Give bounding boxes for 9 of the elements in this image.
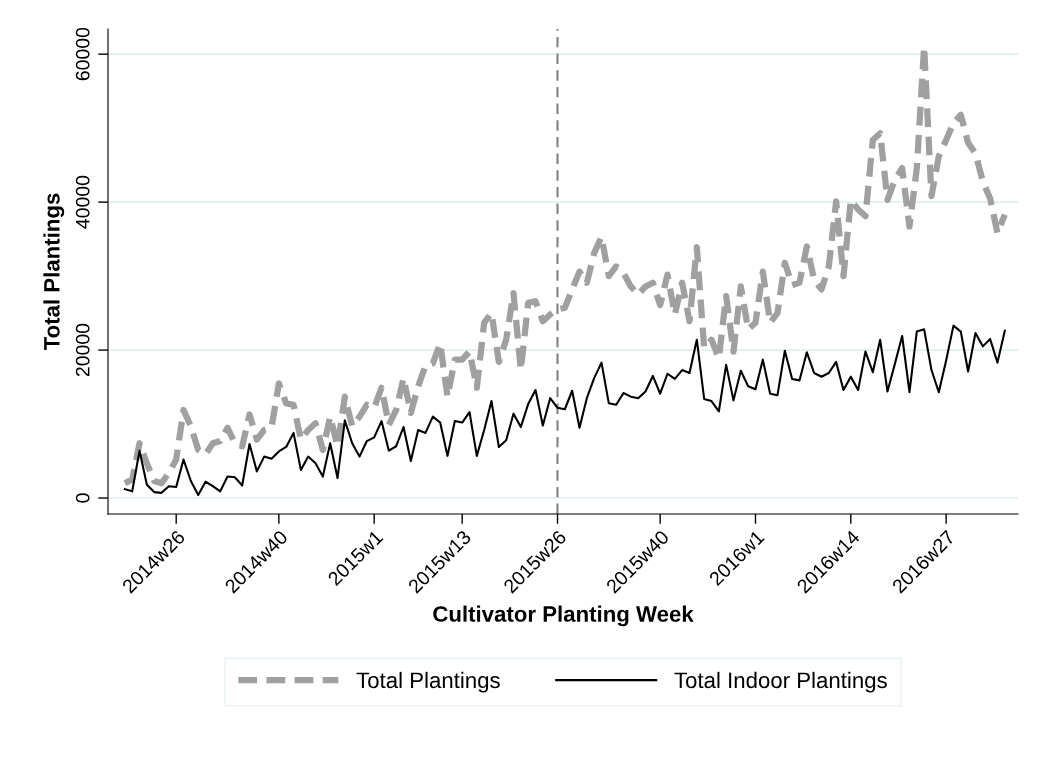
legend-label: Total Indoor Plantings [674, 671, 887, 693]
y-tick-label: 40000 [75, 175, 90, 229]
legend-label: Total Plantings [356, 671, 500, 693]
y-tick-label: 0 [75, 493, 90, 503]
y-tick-label: 20000 [75, 323, 90, 377]
x-axis-title: Cultivator Planting Week [433, 605, 694, 627]
line-series [123, 324, 1006, 497]
y-axis-title: Total Plantings [43, 193, 65, 351]
y-tick-label: 60000 [75, 27, 90, 81]
